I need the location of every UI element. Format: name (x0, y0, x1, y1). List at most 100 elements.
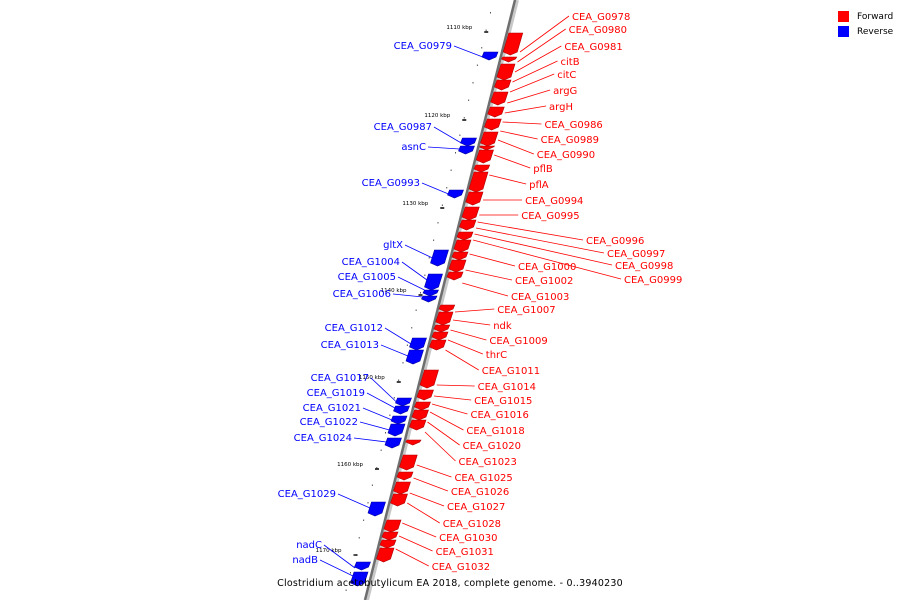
forward-gene[interactable] (390, 493, 408, 507)
forward-gene[interactable] (381, 531, 399, 541)
reverse-gene[interactable] (390, 415, 408, 425)
forward-gene[interactable] (379, 539, 397, 549)
reverse-gene-label[interactable]: CEA_G1013 (321, 340, 379, 351)
forward-gene-label[interactable]: argH (549, 102, 573, 113)
forward-gene[interactable] (383, 519, 402, 533)
forward-gene-label[interactable]: citB (561, 57, 580, 68)
forward-gene-label[interactable]: pflB (533, 164, 553, 175)
forward-gene-label[interactable]: CEA_G1000 (518, 262, 576, 273)
reverse-gene-label[interactable]: nadC (296, 540, 322, 551)
reverse-gene[interactable] (350, 571, 369, 587)
forward-gene[interactable] (419, 369, 439, 389)
forward-gene-label[interactable]: CEA_G1031 (436, 547, 494, 558)
forward-gene[interactable] (461, 206, 480, 221)
reverse-gene[interactable] (481, 51, 499, 61)
forward-gene-label[interactable]: thrC (486, 350, 507, 361)
forward-gene-label[interactable]: CEA_G0986 (544, 120, 602, 131)
forward-gene[interactable] (416, 389, 434, 401)
forward-gene-label[interactable]: CEA_G1016 (471, 410, 529, 421)
forward-gene[interactable] (451, 251, 469, 261)
reverse-gene-label[interactable]: CEA_G1029 (278, 489, 336, 500)
forward-gene[interactable] (494, 79, 512, 91)
reverse-gene-label[interactable]: CEA_G1005 (338, 272, 396, 283)
forward-gene[interactable] (487, 106, 505, 118)
forward-gene-label[interactable]: CEA_G0998 (615, 261, 673, 272)
forward-gene[interactable] (456, 231, 474, 241)
forward-gene-label[interactable]: CEA_G1020 (463, 441, 521, 452)
forward-gene[interactable] (435, 311, 454, 326)
forward-gene[interactable] (376, 547, 395, 563)
reverse-gene-label[interactable]: gltX (383, 240, 403, 251)
forward-gene-label[interactable]: CEA_G1014 (478, 382, 536, 393)
forward-gene-label[interactable]: CEA_G1002 (515, 276, 573, 287)
forward-gene[interactable] (411, 409, 429, 421)
reverse-gene[interactable] (422, 289, 439, 297)
forward-gene-label[interactable]: CEA_G1028 (443, 519, 501, 530)
forward-gene-label[interactable]: CEA_G1015 (474, 396, 532, 407)
reverse-gene[interactable] (395, 397, 412, 407)
forward-gene-label[interactable]: CEA_G0990 (537, 150, 595, 161)
forward-gene-label[interactable]: argG (553, 86, 577, 97)
reverse-gene[interactable] (447, 189, 464, 199)
reverse-gene[interactable] (354, 561, 371, 571)
forward-gene[interactable] (484, 118, 502, 131)
forward-gene-label[interactable]: citC (557, 70, 576, 81)
forward-gene[interactable] (448, 259, 467, 273)
reverse-gene[interactable] (458, 145, 475, 155)
forward-gene-label[interactable]: CEA_G0980 (569, 25, 627, 36)
forward-gene[interactable] (409, 419, 427, 431)
reverse-gene[interactable] (421, 295, 438, 303)
forward-gene-label[interactable]: CEA_G0981 (564, 42, 622, 53)
forward-gene-label[interactable]: CEA_G1025 (454, 473, 512, 484)
forward-gene[interactable] (459, 219, 477, 231)
forward-gene[interactable] (393, 481, 411, 495)
forward-gene[interactable] (478, 145, 496, 151)
forward-gene-label[interactable]: pflA (529, 180, 549, 191)
reverse-gene-label[interactable]: CEA_G0987 (374, 122, 432, 133)
forward-gene-label[interactable]: CEA_G1026 (451, 487, 509, 498)
forward-gene-label[interactable]: CEA_G0996 (586, 236, 644, 247)
forward-gene[interactable] (438, 304, 456, 313)
forward-gene-label[interactable]: CEA_G1018 (466, 426, 524, 437)
forward-gene-label[interactable]: CEA_G0999 (624, 275, 682, 286)
reverse-gene-label[interactable]: CEA_G1019 (307, 388, 365, 399)
forward-gene-label[interactable]: CEA_G1032 (432, 562, 490, 573)
forward-gene[interactable] (490, 91, 509, 106)
reverse-gene-label[interactable]: CEA_G1021 (303, 403, 361, 414)
reverse-gene[interactable] (424, 273, 443, 291)
reverse-gene[interactable] (367, 501, 386, 517)
forward-gene-label[interactable]: CEA_G0994 (525, 196, 583, 207)
reverse-gene[interactable] (430, 249, 449, 267)
reverse-gene[interactable] (460, 137, 477, 147)
forward-gene-label[interactable]: CEA_G1007 (497, 305, 555, 316)
forward-gene[interactable] (433, 324, 451, 333)
forward-gene-label[interactable]: CEA_G0989 (541, 135, 599, 146)
reverse-gene[interactable] (409, 337, 427, 351)
reverse-gene-label[interactable]: CEA_G1012 (325, 323, 383, 334)
reverse-gene-label[interactable]: CEA_G0979 (394, 41, 452, 52)
forward-gene[interactable] (475, 149, 494, 164)
reverse-gene[interactable] (384, 437, 402, 449)
forward-gene-label[interactable]: CEA_G0997 (607, 249, 665, 260)
forward-gene[interactable] (446, 271, 464, 281)
forward-gene-label[interactable]: CEA_G1011 (482, 366, 540, 377)
forward-gene-label[interactable]: CEA_G1023 (459, 457, 517, 468)
reverse-gene-label[interactable]: CEA_G1024 (294, 433, 352, 444)
reverse-gene-label[interactable]: CEA_G1004 (342, 257, 400, 268)
forward-gene-label[interactable]: CEA_G1009 (489, 336, 547, 347)
forward-gene[interactable] (473, 164, 491, 173)
reverse-gene-label[interactable]: CEA_G1022 (300, 417, 358, 428)
forward-gene[interactable] (399, 454, 418, 471)
reverse-gene-label[interactable]: CEA_G1006 (333, 289, 391, 300)
forward-gene-label[interactable]: CEA_G0978 (572, 12, 630, 23)
forward-gene[interactable] (502, 32, 524, 56)
forward-gene[interactable] (468, 171, 489, 193)
forward-gene[interactable] (496, 63, 516, 81)
forward-gene-label[interactable]: CEA_G0995 (521, 211, 579, 222)
forward-gene[interactable] (480, 131, 499, 147)
reverse-gene[interactable] (405, 349, 424, 365)
reverse-gene-label[interactable]: nadB (292, 555, 318, 566)
forward-gene[interactable] (453, 239, 472, 253)
forward-gene-label[interactable]: CEA_G1027 (447, 502, 505, 513)
forward-gene-label[interactable]: CEA_G1030 (439, 533, 497, 544)
